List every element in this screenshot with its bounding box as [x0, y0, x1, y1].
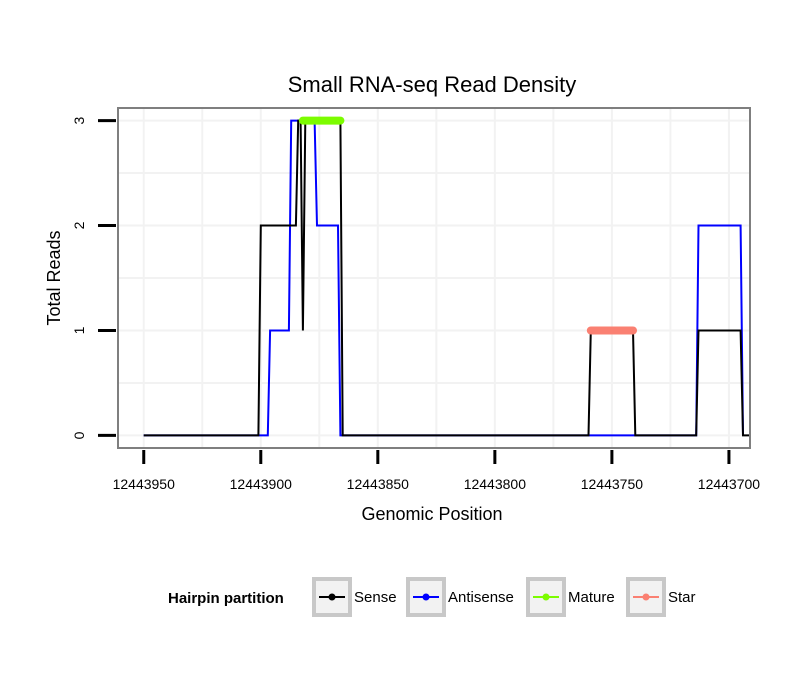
x-tick-label: 12443950 [113, 476, 176, 492]
legend-item-antisense: Antisense [406, 577, 514, 617]
x-tick-label: 12443900 [230, 476, 293, 492]
legend-key-point [328, 593, 336, 601]
legend: Hairpin partition Sense Antisense Mature St… [168, 577, 696, 617]
y-tick-label: 3 [71, 116, 87, 124]
legend-key-point [642, 593, 650, 601]
plot-panel-border [117, 107, 751, 449]
x-tick-label: 12443850 [347, 476, 410, 492]
legend-label: Star [668, 589, 696, 606]
legend-key-point [422, 593, 430, 601]
x-tick-label: 12443800 [464, 476, 527, 492]
y-tick-label: 0 [71, 431, 87, 439]
y-tick-label: 1 [71, 326, 87, 334]
legend-label: Sense [354, 589, 397, 606]
chart-title: Small RNA-seq Read Density [288, 72, 577, 97]
legend-title: Hairpin partition [168, 590, 284, 607]
y-tick-label: 2 [71, 221, 87, 229]
legend-item-sense: Sense [312, 577, 397, 617]
legend-item-mature: Mature [526, 577, 615, 617]
x-axis-label: Genomic Position [361, 504, 502, 524]
x-tick-label: 12443700 [698, 476, 761, 492]
x-tick-label: 12443750 [581, 476, 644, 492]
axes: 12443950 12443900 12443850 12443800 12443750… [71, 116, 760, 492]
series-layer [143, 116, 750, 437]
legend-item-star: Star [626, 577, 696, 617]
legend-label: Antisense [448, 589, 514, 606]
series-line-sense [143, 119, 750, 437]
series-line-antisense [143, 119, 744, 437]
legend-key-point [542, 593, 550, 601]
legend-label: Mature [568, 589, 615, 606]
y-axis-label: Total Reads [44, 230, 64, 325]
